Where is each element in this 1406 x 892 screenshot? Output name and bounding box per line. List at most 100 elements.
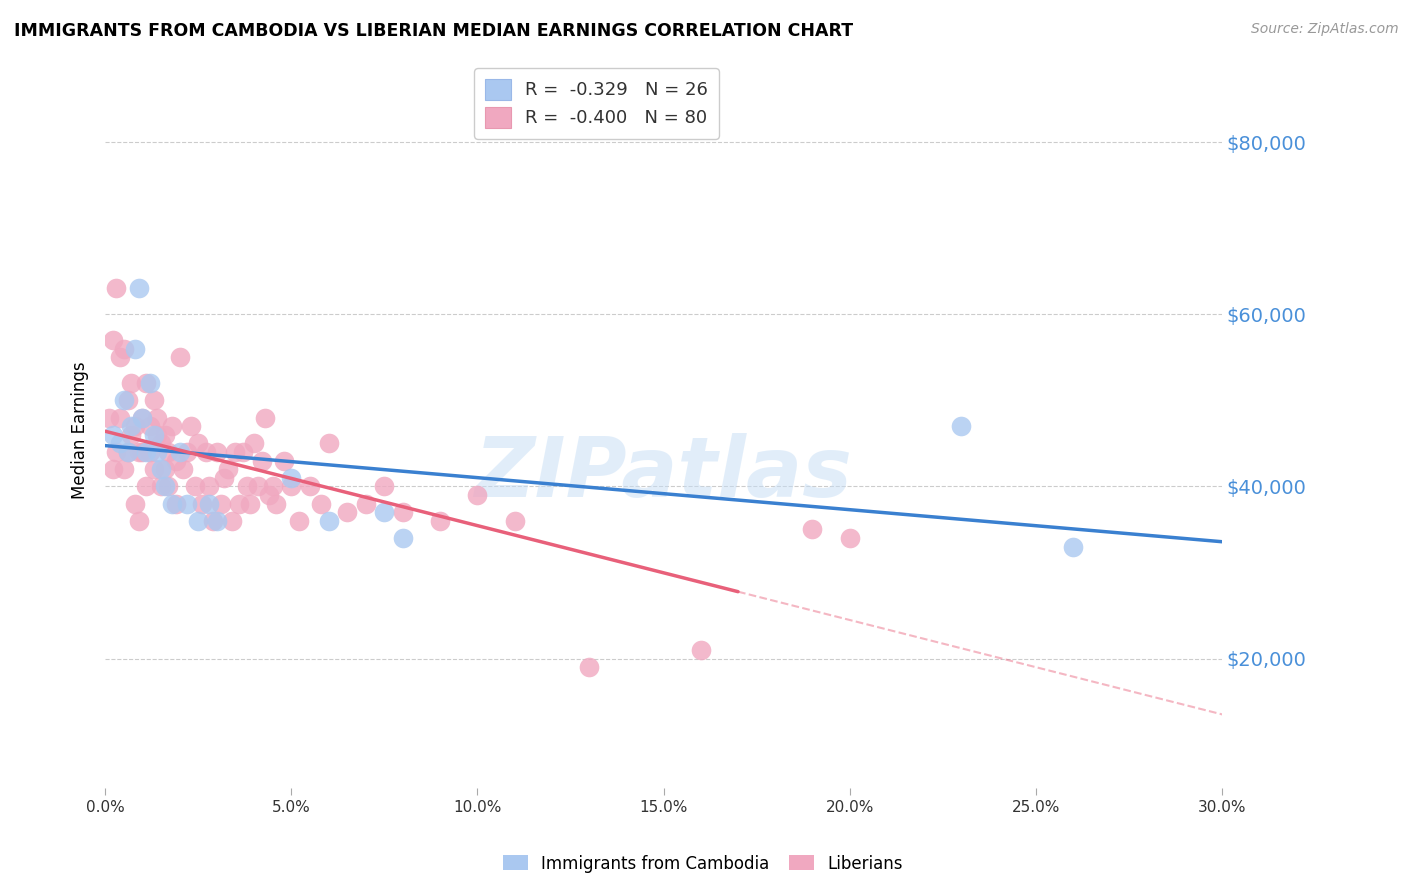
Point [169,351,191,365]
Point [250,453,273,467]
Point [101,462,124,476]
Point [298,479,321,493]
Point [228,497,250,511]
Point [105,445,128,459]
Point [373,505,395,519]
Point [318,436,340,450]
Point [198,479,221,493]
Point [135,479,157,493]
Point [224,445,246,459]
Point [150,436,173,450]
Point [146,410,169,425]
Point [503,514,526,528]
Point [157,445,180,459]
Point [120,427,142,442]
Point [689,643,711,657]
Point [1062,540,1084,554]
Point [221,514,243,528]
Point [120,419,142,434]
Point [209,497,232,511]
Point [392,531,415,545]
Point [950,419,973,434]
Point [124,342,146,356]
Point [266,497,288,511]
Point [183,479,205,493]
Legend: Immigrants from Cambodia, Liberians: Immigrants from Cambodia, Liberians [496,848,910,880]
Point [128,445,150,459]
Point [108,436,131,450]
Point [97,410,120,425]
Point [112,393,135,408]
Point [801,523,824,537]
Point [131,410,153,425]
Point [153,462,176,476]
Point [239,497,262,511]
Point [153,479,176,493]
Point [176,497,198,511]
Point [142,427,165,442]
Point [153,427,176,442]
Point [124,419,146,434]
Point [838,531,860,545]
Point [176,445,198,459]
Point [578,660,600,674]
Point [165,497,187,511]
Point [205,445,228,459]
Point [120,376,142,391]
Point [101,427,124,442]
Point [280,479,302,493]
Point [254,410,277,425]
Point [150,479,173,493]
Point [157,479,180,493]
Point [135,445,157,459]
Point [117,445,139,459]
Point [187,514,209,528]
Point [467,488,489,502]
Point [232,445,254,459]
Point [280,471,302,485]
Point [112,462,135,476]
Point [187,436,209,450]
Point [165,453,187,467]
Point [112,342,135,356]
Point [262,479,284,493]
Point [235,479,257,493]
Point [160,497,183,511]
Point [191,497,214,511]
Point [217,462,239,476]
Text: Source: ZipAtlas.com: Source: ZipAtlas.com [1251,22,1399,37]
Legend: R =  -0.329   N = 26, R =  -0.400   N = 80: R = -0.329 N = 26, R = -0.400 N = 80 [474,68,718,138]
Point [198,497,221,511]
Point [273,453,295,467]
Point [139,419,162,434]
Point [287,514,309,528]
Point [180,419,202,434]
Y-axis label: Median Earnings: Median Earnings [72,361,89,500]
Point [142,462,165,476]
Point [309,497,332,511]
Point [139,445,162,459]
Point [205,514,228,528]
Point [135,376,157,391]
Point [354,497,377,511]
Point [150,462,173,476]
Point [373,479,395,493]
Point [128,514,150,528]
Point [194,445,217,459]
Text: ZIPatlas: ZIPatlas [475,433,852,514]
Point [429,514,451,528]
Point [139,376,162,391]
Point [214,471,236,485]
Point [117,393,139,408]
Point [105,281,128,295]
Point [124,497,146,511]
Point [142,393,165,408]
Point [169,445,191,459]
Text: IMMIGRANTS FROM CAMBODIA VS LIBERIAN MEDIAN EARNINGS CORRELATION CHART: IMMIGRANTS FROM CAMBODIA VS LIBERIAN MED… [14,22,853,40]
Point [117,445,139,459]
Point [257,488,280,502]
Point [146,427,169,442]
Point [246,479,269,493]
Point [172,462,194,476]
Point [131,445,153,459]
